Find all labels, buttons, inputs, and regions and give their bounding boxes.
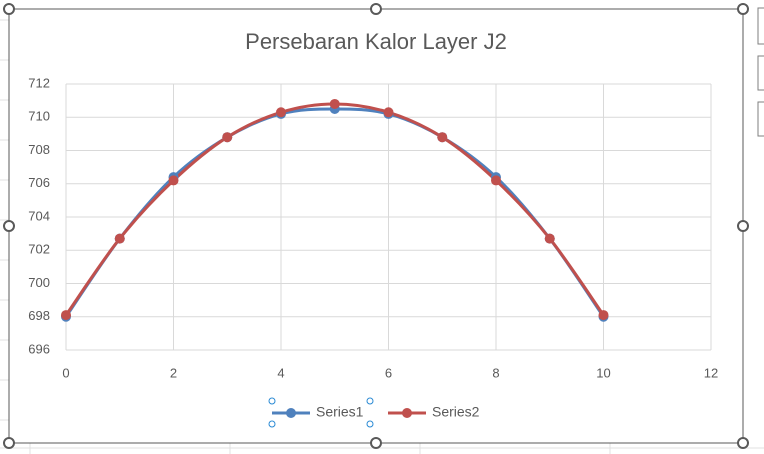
sheet-gridlines xyxy=(0,19,764,454)
y-tick-label: 708 xyxy=(28,142,50,157)
data-point xyxy=(168,175,179,186)
data-point xyxy=(598,310,609,321)
y-tick-label: 704 xyxy=(28,208,50,223)
data-point xyxy=(491,175,501,186)
data-point xyxy=(114,233,125,244)
plot-area: 696 698 700 702 704 706 708 710 712 0 2 4 6 8 10 12 xyxy=(28,75,718,380)
legend-handle xyxy=(268,397,276,405)
x-tick-label: 12 xyxy=(704,365,718,380)
legend-handle xyxy=(268,420,276,428)
y-tick-label: 700 xyxy=(28,275,50,290)
data-point xyxy=(276,107,286,118)
chart-title: Persebaran Kalor Layer J2 xyxy=(245,29,507,54)
x-tick-label: 2 xyxy=(170,365,177,380)
side-boxes xyxy=(757,7,764,137)
chart-area[interactable] xyxy=(8,8,744,444)
data-point xyxy=(61,310,71,321)
y-tick-label: 710 xyxy=(28,109,50,124)
data-point xyxy=(222,132,233,143)
data-point xyxy=(544,233,555,244)
x-tick-label: 6 xyxy=(385,365,392,380)
y-tick-label: 698 xyxy=(28,308,50,323)
legend-marker xyxy=(402,408,412,418)
legend[interactable]: Series1 Series2 xyxy=(272,404,480,420)
legend-label: Series2 xyxy=(432,404,480,420)
x-tick-label: 8 xyxy=(492,365,499,380)
data-point xyxy=(383,107,394,118)
legend-handle xyxy=(366,397,374,405)
legend-marker xyxy=(286,408,296,418)
y-tick-label: 712 xyxy=(28,75,50,90)
selection-handles xyxy=(3,3,749,449)
data-point xyxy=(329,98,340,109)
legend-label: Series1 xyxy=(316,404,364,420)
y-tick-label: 696 xyxy=(28,341,50,356)
x-tick-label: 0 xyxy=(62,365,69,380)
y-tick-label: 702 xyxy=(28,242,50,257)
x-tick-label: 4 xyxy=(277,365,284,380)
data-point xyxy=(437,132,448,143)
y-tick-label: 706 xyxy=(28,175,50,190)
legend-handle xyxy=(366,420,374,428)
x-tick-label: 10 xyxy=(596,365,610,380)
